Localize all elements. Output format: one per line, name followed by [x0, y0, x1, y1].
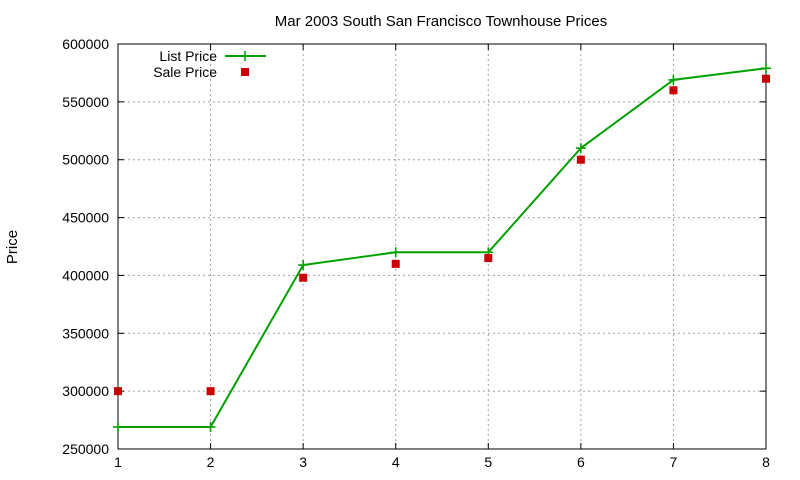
plot-area-frame: [117, 43, 767, 450]
x-tick-label: 1: [114, 454, 122, 470]
legend-label: List Price: [159, 48, 217, 64]
x-tick-label: 2: [207, 454, 215, 470]
data-point-square: [484, 254, 493, 263]
data-point-plus: [390, 247, 401, 258]
y-axis-label: Price: [4, 230, 21, 264]
y-tick-label: 300000: [62, 383, 109, 399]
y-tick-label: 500000: [62, 152, 109, 168]
data-point-plus: [668, 74, 679, 85]
y-tick-label: 400000: [62, 267, 109, 283]
data-point-plus: [113, 422, 123, 433]
y-tick-label: 550000: [62, 94, 109, 110]
x-tick-label: 6: [577, 454, 585, 470]
x-tick-label: 5: [484, 454, 492, 470]
series-line: [118, 67, 767, 429]
data-point-square: [669, 86, 678, 95]
data-point-plus: [761, 63, 771, 74]
data-point-plus: [205, 422, 216, 433]
y-tick-label: 450000: [62, 210, 109, 226]
data-point-plus: [575, 143, 586, 154]
legend-swatch-marker: [241, 68, 249, 76]
x-tick-label: 8: [762, 454, 770, 470]
data-series: [113, 63, 771, 433]
x-tick-label: 7: [670, 454, 678, 470]
x-tick-label: 4: [392, 454, 400, 470]
series-sale-price: [114, 74, 770, 396]
y-tick-label: 600000: [62, 36, 109, 52]
data-point-square: [206, 387, 215, 396]
legend-swatch-marker: [240, 51, 250, 61]
x-tick-label: 3: [299, 454, 307, 470]
axis-ticks: 1 2 3 4 5 6 7 8 250000 300000 350000 400000 450000 50…: [62, 36, 770, 470]
series-list-price: [113, 63, 771, 433]
grid-lines: [118, 44, 766, 449]
y-tick-label: 250000: [62, 441, 109, 457]
data-point-square: [114, 387, 122, 396]
data-point-square: [299, 273, 308, 282]
data-point-square: [762, 74, 770, 83]
data-point-square: [391, 259, 400, 268]
data-point-plus: [298, 260, 309, 271]
y-tick-label: 350000: [62, 325, 109, 341]
chart-title: Mar 2003 South San Francisco Townhouse P…: [275, 13, 607, 30]
data-point-square: [576, 155, 585, 164]
legend-label: Sale Price: [153, 64, 217, 80]
